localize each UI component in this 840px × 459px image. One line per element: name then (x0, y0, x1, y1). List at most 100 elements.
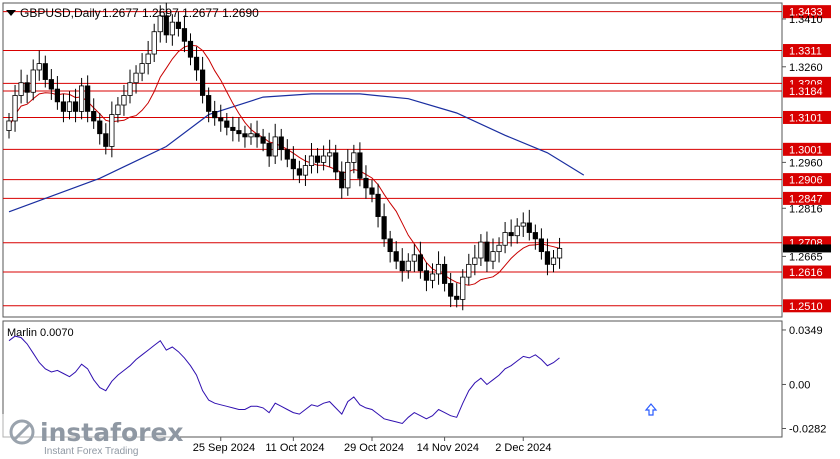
bull-candle (79, 85, 85, 112)
levels-layer (3, 11, 782, 307)
time-tick-label: 25 Sep 2024 (193, 442, 255, 454)
bear-candle (163, 15, 169, 36)
current-price-marker (783, 244, 831, 253)
bear-candle (393, 251, 399, 262)
bear-candle (381, 216, 387, 240)
bear-candle (417, 254, 424, 272)
ma-fast-line (8, 44, 560, 286)
bear-candle (454, 295, 460, 300)
level-label-bg-1.2616 (783, 265, 831, 279)
bear-candle (423, 270, 430, 281)
oscillator-tick-label: 0.0349 (789, 325, 823, 337)
bear-candle (224, 120, 230, 128)
price-tick-label: 1.2816 (789, 203, 823, 215)
bear-candle (181, 28, 188, 42)
bull-candle (302, 165, 309, 176)
level-label-1.3001: 1.3001 (789, 144, 823, 156)
bull-candle (133, 72, 139, 84)
level-label-1.3101: 1.3101 (789, 112, 823, 124)
instaforex-logo-icon (9, 419, 35, 445)
bull-candle (121, 95, 127, 106)
level-label-bg-1.3311 (783, 44, 831, 58)
bear-candle (484, 241, 490, 262)
price-tick-label: 1.2960 (789, 157, 823, 169)
watermark-text: instaforex (40, 418, 184, 447)
bear-candle (254, 133, 260, 138)
bear-candle (212, 110, 218, 119)
oscillator-tick-label: -0.0282 (789, 424, 826, 436)
bull-candle (169, 21, 175, 36)
bull-candle (345, 161, 351, 189)
bull-candle (127, 82, 133, 96)
level-label-1.2510: 1.2510 (789, 301, 823, 313)
bear-candle (363, 177, 369, 189)
bear-candle (60, 101, 67, 112)
bear-candle (97, 120, 103, 135)
bull-candle (320, 155, 327, 163)
time-tick-label: 11 Oct 2024 (265, 442, 324, 454)
bull-candle (550, 257, 557, 265)
bull-candle (30, 69, 36, 93)
ma-fast-layer (8, 44, 560, 286)
level-label-1.3311: 1.3311 (789, 46, 822, 58)
bear-candle (375, 193, 381, 217)
level-label-1.2847: 1.2847 (789, 193, 823, 205)
ma-slow-layer (8, 93, 585, 213)
bull-candle (327, 152, 333, 157)
bull-candle (36, 63, 42, 71)
oscillator-line (8, 335, 560, 425)
bear-candle (24, 82, 30, 93)
bear-candle (236, 130, 242, 135)
oscillator-tick-label: 0.00 (789, 379, 810, 391)
bear-candle (399, 260, 405, 272)
bear-candle (296, 168, 303, 176)
bear-candle (54, 88, 61, 103)
bear-candle (206, 95, 212, 112)
level-label-1.2616: 1.2616 (789, 267, 823, 279)
bear-candle (544, 251, 551, 265)
bull-candle (411, 254, 417, 262)
time-tick-label: 14 Nov 2024 (417, 442, 479, 454)
bull-candle (429, 273, 436, 281)
bull-candle (145, 53, 151, 64)
bear-candle (266, 142, 272, 157)
bull-candle (490, 251, 496, 262)
time-axis: 25 Sep 2024 11 Oct 2024 29 Oct 2024 14 Nov … (193, 437, 552, 454)
time-tick-label: 2 Dec 2024 (495, 442, 551, 454)
bull-candle (139, 63, 145, 74)
bull-candle (556, 248, 563, 259)
bull-candle (502, 232, 508, 246)
bull-candle (496, 244, 502, 253)
price-panel (2, 2, 783, 318)
bear-candle (175, 21, 181, 29)
level-label-bg-1.2510 (783, 299, 831, 313)
candles-layer (6, 2, 563, 311)
price-tick-label: 1.3410 (789, 14, 823, 26)
bear-candle (278, 136, 284, 151)
bull-candle (109, 114, 115, 147)
bear-candle (260, 136, 266, 144)
bull-candle (514, 225, 520, 237)
bear-candle (441, 263, 448, 284)
level-label-bg-1.3001 (783, 142, 831, 156)
bull-candle (157, 15, 163, 33)
ma-slow-line (8, 93, 585, 213)
bear-candle (218, 117, 224, 122)
oscillator-layer: 0.0349 0.00 -0.0282 (8, 325, 826, 436)
level-label-bg-1.3433 (783, 5, 831, 19)
bear-candle (290, 158, 296, 170)
bull-candle (405, 260, 411, 272)
down-triangle-icon[interactable] (6, 10, 16, 16)
bear-candle (284, 149, 290, 160)
bull-candle (466, 263, 472, 278)
bear-candle (230, 126, 236, 131)
level-label-1.3184: 1.3184 (789, 86, 823, 98)
bull-candle (478, 241, 484, 259)
price-tick-label: 1.2665 (789, 251, 823, 263)
bull-candle (272, 136, 278, 157)
bear-candle (48, 79, 54, 90)
bear-candle (242, 133, 248, 138)
bull-candle (66, 101, 73, 112)
price-tick-label: 1.3260 (789, 62, 823, 74)
